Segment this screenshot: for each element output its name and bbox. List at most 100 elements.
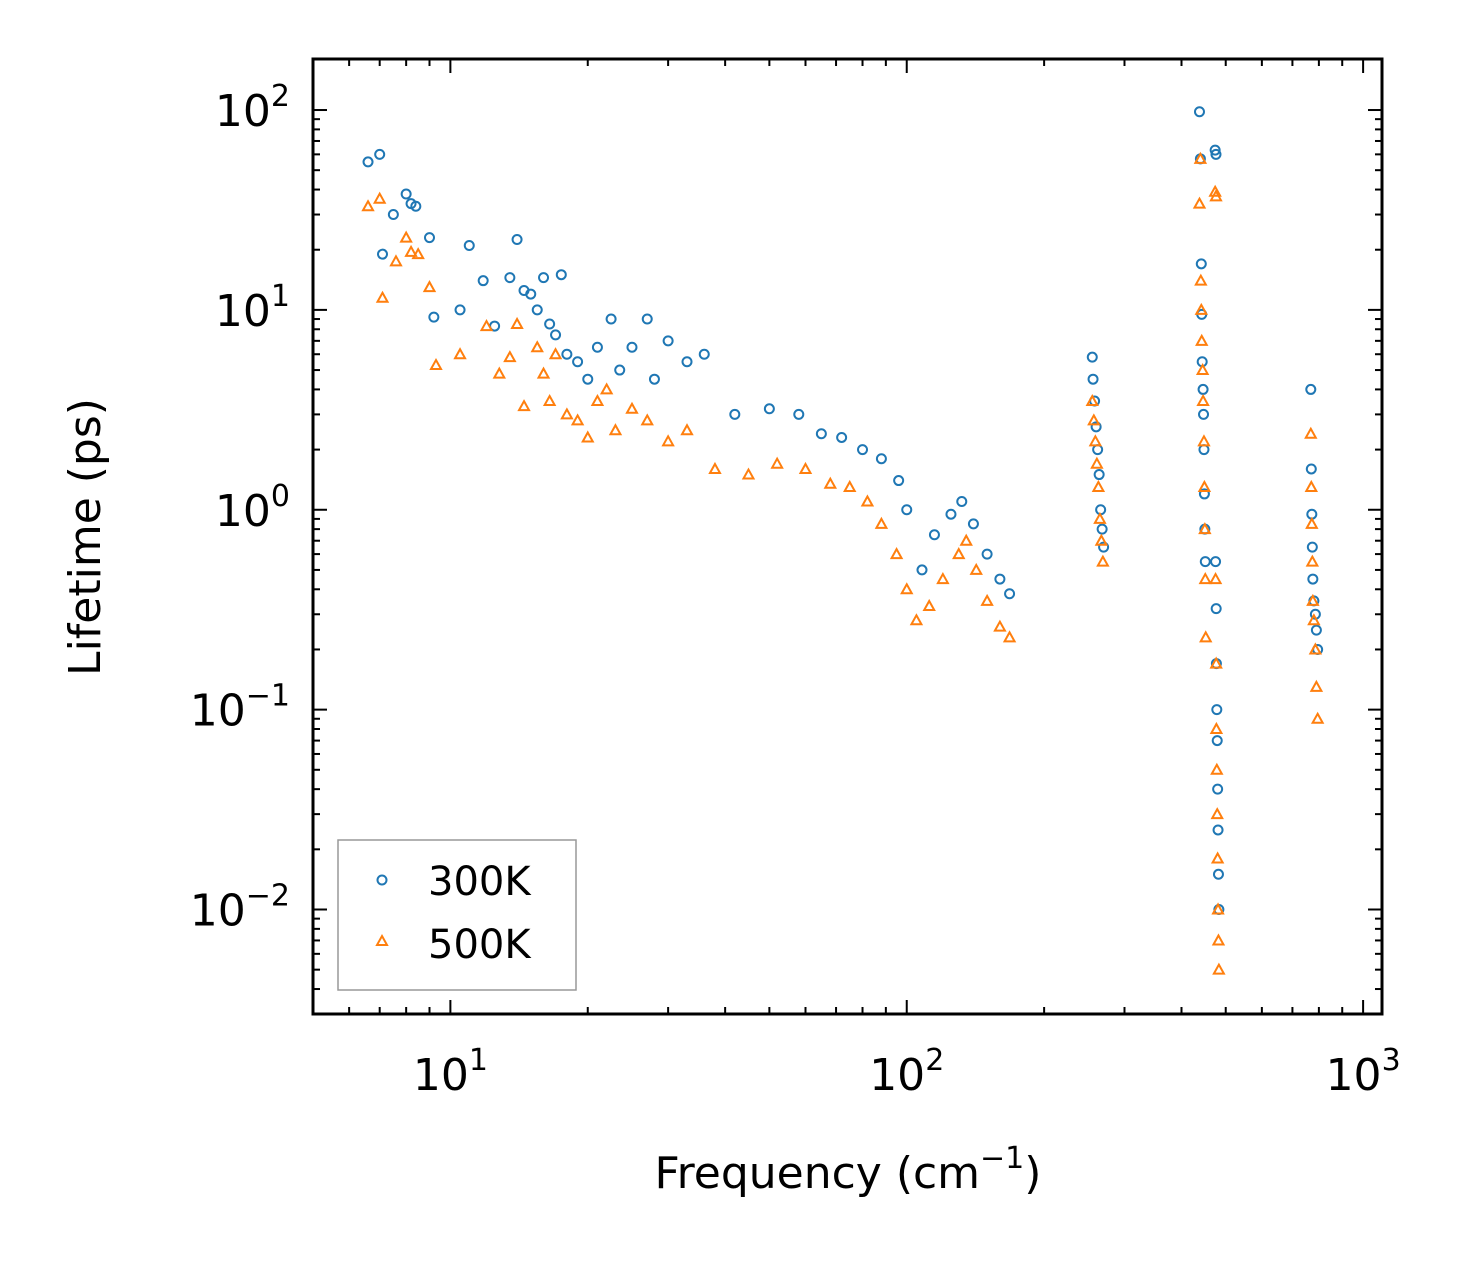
point-500K-25 bbox=[625, 401, 639, 414]
point-500K-27 bbox=[661, 434, 675, 447]
point-500K-2 bbox=[375, 290, 390, 303]
point-300K-33 bbox=[698, 348, 710, 360]
point-300K-20 bbox=[550, 329, 562, 341]
point-300K-80 bbox=[1212, 868, 1224, 880]
point-500K-64 bbox=[1197, 479, 1212, 492]
point-500K-52 bbox=[1091, 479, 1106, 492]
point-500K-74 bbox=[1210, 807, 1224, 820]
point-500K-24 bbox=[608, 423, 623, 436]
y-tick-label-4: 10−2 bbox=[190, 878, 290, 936]
point-300K-21 bbox=[555, 269, 567, 281]
point-500K-47 bbox=[1002, 630, 1017, 643]
point-300K-45 bbox=[945, 508, 957, 520]
y-axis-title: Lifetime (ps) bbox=[60, 398, 111, 676]
point-500K-67 bbox=[1199, 630, 1213, 643]
point-300K-76 bbox=[1211, 704, 1223, 716]
point-300K-73 bbox=[1210, 556, 1222, 568]
x-tick-label-1: 102 bbox=[869, 1043, 944, 1101]
point-300K-70 bbox=[1199, 556, 1211, 568]
point-500K-0 bbox=[361, 199, 375, 212]
point-500K-69 bbox=[1209, 189, 1223, 202]
point-300K-58 bbox=[1096, 523, 1108, 535]
point-300K-34 bbox=[729, 408, 741, 420]
point-500K-35 bbox=[860, 494, 875, 507]
point-300K-82 bbox=[1305, 383, 1317, 395]
point-500K-33 bbox=[823, 476, 838, 489]
point-300K-14 bbox=[511, 233, 523, 245]
point-300K-38 bbox=[836, 431, 848, 443]
point-300K-8 bbox=[428, 311, 440, 323]
point-500K-34 bbox=[843, 479, 857, 492]
point-500K-31 bbox=[770, 456, 784, 469]
point-300K-11 bbox=[477, 275, 489, 287]
legend-marker-300k bbox=[376, 874, 388, 886]
point-300K-77 bbox=[1211, 735, 1223, 747]
point-300K-66 bbox=[1198, 408, 1210, 420]
point-500K-45 bbox=[980, 593, 994, 606]
point-300K-47 bbox=[967, 518, 979, 530]
legend: 300K 500K bbox=[337, 839, 577, 991]
point-500K-39 bbox=[909, 613, 924, 626]
point-500K-9 bbox=[453, 347, 467, 360]
point-500K-76 bbox=[1211, 902, 1225, 915]
point-500K-70 bbox=[1208, 572, 1223, 585]
point-300K-35 bbox=[763, 403, 775, 415]
point-500K-71 bbox=[1209, 656, 1223, 669]
series-500K bbox=[361, 151, 1325, 975]
point-500K-42 bbox=[952, 547, 966, 560]
point-300K-40 bbox=[875, 453, 887, 465]
point-300K-3 bbox=[387, 209, 399, 221]
y-tick-label-3: 10−1 bbox=[190, 679, 290, 737]
point-300K-50 bbox=[1004, 588, 1016, 600]
point-300K-1 bbox=[374, 148, 386, 160]
point-500K-21 bbox=[581, 430, 595, 443]
point-300K-52 bbox=[1087, 373, 1099, 385]
point-500K-48 bbox=[1085, 393, 1099, 407]
point-300K-48 bbox=[981, 548, 993, 560]
point-500K-43 bbox=[959, 533, 973, 546]
point-500K-29 bbox=[708, 461, 722, 474]
point-500K-38 bbox=[900, 582, 914, 595]
point-500K-20 bbox=[570, 413, 585, 426]
point-500K-73 bbox=[1210, 762, 1224, 775]
point-300K-37 bbox=[815, 428, 827, 440]
point-300K-60 bbox=[1193, 106, 1205, 118]
point-500K-28 bbox=[680, 423, 694, 436]
point-300K-16 bbox=[525, 288, 537, 300]
y-tick-label-1: 101 bbox=[215, 279, 290, 337]
point-300K-9 bbox=[454, 304, 466, 316]
point-300K-79 bbox=[1212, 824, 1224, 836]
point-300K-22 bbox=[561, 348, 573, 360]
point-500K-62 bbox=[1196, 393, 1210, 407]
point-500K-87 bbox=[1310, 711, 1325, 724]
point-300K-71 bbox=[1209, 144, 1221, 156]
point-300K-13 bbox=[504, 272, 516, 284]
x-axis-title: Frequency (cm−1) bbox=[655, 1141, 1042, 1199]
plot-area bbox=[361, 106, 1325, 975]
point-300K-62 bbox=[1195, 258, 1207, 270]
point-500K-10 bbox=[479, 319, 494, 332]
point-500K-13 bbox=[510, 316, 524, 329]
point-300K-51 bbox=[1086, 351, 1098, 363]
series-300K bbox=[362, 106, 1324, 915]
point-500K-63 bbox=[1197, 434, 1211, 447]
point-500K-37 bbox=[889, 547, 904, 560]
point-300K-54 bbox=[1090, 421, 1102, 433]
point-500K-14 bbox=[517, 399, 531, 412]
point-300K-7 bbox=[423, 232, 435, 244]
y-tick-label-0: 102 bbox=[215, 79, 290, 137]
point-500K-17 bbox=[542, 393, 557, 407]
y-tick-label-2: 100 bbox=[215, 479, 290, 537]
point-300K-30 bbox=[648, 373, 660, 385]
point-500K-66 bbox=[1198, 572, 1212, 585]
point-300K-4 bbox=[400, 188, 412, 200]
point-500K-80 bbox=[1304, 479, 1319, 492]
point-300K-29 bbox=[641, 313, 653, 325]
point-500K-53 bbox=[1093, 511, 1107, 524]
point-500K-32 bbox=[798, 461, 813, 474]
point-300K-17 bbox=[531, 304, 543, 316]
point-500K-40 bbox=[922, 598, 936, 611]
point-300K-23 bbox=[572, 356, 584, 368]
